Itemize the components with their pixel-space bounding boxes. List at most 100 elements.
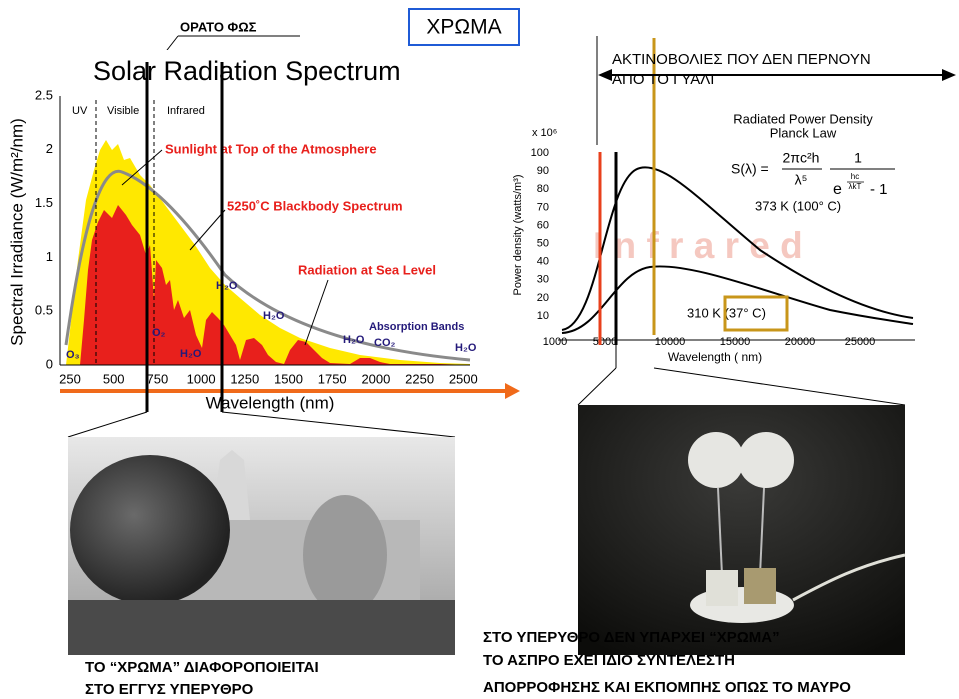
annotation: Absorption Bands <box>369 321 464 333</box>
y-tick-label: 60 <box>537 219 549 231</box>
sea-level-area <box>80 205 470 365</box>
region-label: UV <box>72 105 88 117</box>
formula: 2πc²h <box>783 150 820 166</box>
y-tick-label: 40 <box>537 256 549 268</box>
chart-title: Planck Law <box>770 125 837 140</box>
molecule-label: H₂O <box>180 348 202 360</box>
smoke <box>70 455 230 605</box>
formula: e <box>833 181 842 198</box>
highlight-box <box>723 295 789 332</box>
glass-note: ΑΠΟ ΤΟ ΓΥΑΛΙ <box>612 71 714 88</box>
infrared-photo <box>68 437 455 655</box>
y-tick-label: 2.5 <box>35 87 53 102</box>
x-tick-label: 1750 <box>318 371 347 386</box>
formula: λ⁵ <box>795 172 808 188</box>
planck-chart: x 10⁶ Power density (watts/m³) Wavelengt… <box>512 38 915 364</box>
formula: hc <box>851 172 859 181</box>
y-tick-label: 50 <box>537 238 549 250</box>
x-tick-label: 25000 <box>845 336 876 348</box>
watermark: I n f r a r e d <box>593 225 803 266</box>
x-tick-label: 2250 <box>405 371 434 386</box>
x-tick-label: 750 <box>147 371 169 386</box>
x-tick-label: 1000 <box>187 371 216 386</box>
annotation: Radiation at Sea Level <box>298 262 436 277</box>
visible-light-label: ΟΡΑΤΟ ΦΩΣ <box>180 19 257 34</box>
x-tick-label: 15000 <box>720 336 751 348</box>
formula: S(λ) = <box>731 161 769 177</box>
curve-310k <box>561 265 914 334</box>
formula: - 1 <box>870 181 888 198</box>
solar-chart: Solar Radiation Spectrum Spectral Irradi… <box>0 50 492 418</box>
x-tick-label: 1000 <box>543 336 567 348</box>
chart-title: Solar Radiation Spectrum <box>93 56 401 86</box>
caption: ΣΤΟ ΕΓΓΥΣ ΥΠΕΡΥΘΡΟ <box>85 681 254 698</box>
tree <box>303 495 387 615</box>
x-tick-label: 1250 <box>230 371 259 386</box>
caption: ΤΟ “ΧΡΩΜΑ” ΔΙΑΦΟΡΟΠΟΙΕΙΤΑΙ <box>85 659 319 676</box>
y-tick-label: 90 <box>537 165 549 177</box>
y-tick-label: 0 <box>46 356 53 371</box>
y-tick-label: 100 <box>531 147 549 159</box>
cable <box>792 553 906 602</box>
formula: 1 <box>854 150 862 166</box>
x-tick-label: 1500 <box>274 371 303 386</box>
connector <box>577 367 617 406</box>
x-tick-label: 2500 <box>449 371 478 386</box>
caption: ΤΟ ΑΣΠΡΟ ΕΧΕΙ ΙΔΙΟ ΣΥΝΤΕΛΕΣΤΗ <box>483 652 735 669</box>
curve-label: 373 K (100° C) <box>755 198 841 213</box>
caption: ΣΤΟ ΥΠΕΡΥΘΡΟ ΔΕΝ ΥΠΑΡΧΕΙ “ΧΡΩΜΑ” <box>483 629 780 646</box>
white-cylinder <box>706 570 738 606</box>
molecule-label: H₂O <box>343 334 365 346</box>
y-tick-label: 1.5 <box>35 195 53 210</box>
x-axis-label: Wavelength (nm) <box>206 393 335 412</box>
caption: ΑΠΟΡΡΟΦΗΣΗΣ ΚΑΙ ΕΚΠΟΜΠΗΣ ΟΠΩΣ ΤΟ ΜΑΥΡΟ <box>483 679 851 696</box>
color-box <box>408 8 520 46</box>
y-tick-label: 70 <box>537 201 549 213</box>
y-tick-label: 2 <box>46 141 53 156</box>
probe <box>759 487 765 576</box>
y-tick-label: 30 <box>537 274 549 286</box>
y-tick-label: 20 <box>537 292 549 304</box>
region-label: Visible <box>107 105 139 117</box>
x-tick-label: 2000 <box>361 371 390 386</box>
y-axis-label: Power density (watts/m³) <box>512 174 524 295</box>
black-cylinder <box>744 568 776 604</box>
thermometer-photo <box>578 405 906 655</box>
y-tick-label: 80 <box>537 183 549 195</box>
molecule-label: H₂O <box>455 342 477 354</box>
molecule-label: CO₂ <box>374 337 396 349</box>
gauge <box>738 432 794 488</box>
y-axis-label: Spectral Irradiance (W/m²/nm) <box>7 118 26 346</box>
arrow-head <box>505 383 520 399</box>
annotation: 5250˚C Blackbody Spectrum <box>227 198 403 213</box>
molecule-label: H₂O <box>263 310 285 322</box>
molecule-label: H₂O <box>216 280 238 292</box>
base <box>690 587 794 623</box>
x-tick-label: 20000 <box>785 336 816 348</box>
x-tick-label: 500 <box>103 371 125 386</box>
y-tick-label: 10 <box>537 310 549 322</box>
wall <box>68 600 455 655</box>
connector <box>221 411 456 438</box>
connector <box>67 411 148 438</box>
x-tick-label: 10000 <box>655 336 686 348</box>
glass-note: ΑΚΤΙΝΟΒΟΛΙΕΣ ΠΟΥ ΔΕΝ ΠΕΡΝΟΥΝ <box>612 51 871 68</box>
blackbody-curve <box>64 169 471 362</box>
x-tick-label: 250 <box>59 371 81 386</box>
annotation-arrow <box>121 149 163 186</box>
multiplier: x 10⁶ <box>532 127 557 139</box>
formula: λkT <box>849 182 862 191</box>
annotation-arrow <box>304 279 329 346</box>
y-tick-label: 0.5 <box>35 303 53 318</box>
y-tick-label: 1 <box>46 249 53 264</box>
annotation-arrow <box>189 209 226 251</box>
region-label: Infrared <box>167 105 205 117</box>
molecule-label: O₂ <box>152 327 166 339</box>
annotation: Sunlight at Top of the Atmosphere <box>165 141 377 156</box>
probe <box>717 487 723 576</box>
molecule-label: O₃ <box>66 349 80 361</box>
x-tick-label: 5000 <box>593 336 617 348</box>
chart-title: Radiated Power Density <box>733 111 873 126</box>
